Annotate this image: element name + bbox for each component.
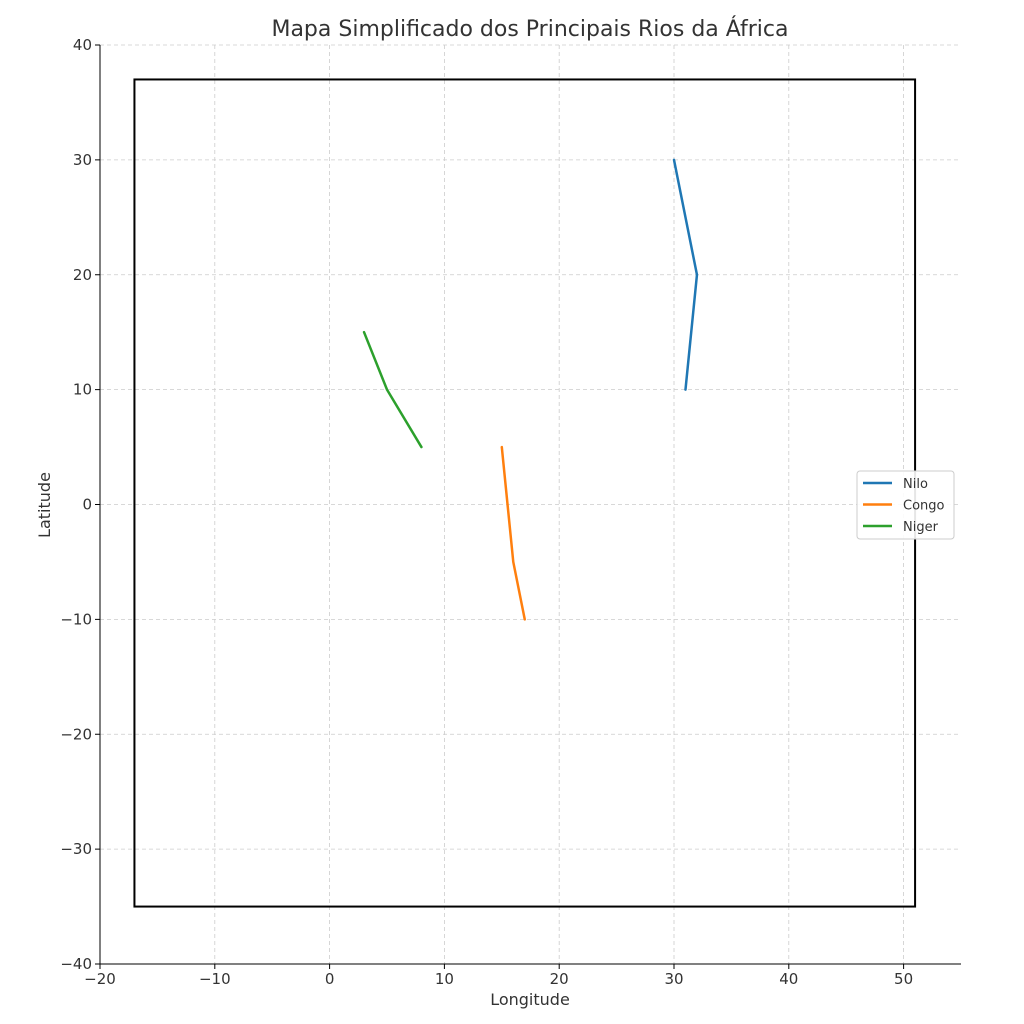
series-line-congo (500, 445, 527, 621)
y-tick-label: 20 (73, 266, 92, 284)
legend-frame (856, 470, 955, 540)
y-tick-label: −10 (60, 610, 92, 628)
x-tick-label: 0 (325, 970, 335, 988)
x-tick-label: 50 (894, 970, 913, 988)
legend-entries: Nilo Congo Niger (863, 477, 945, 535)
legend-label-niger: Niger (903, 520, 939, 535)
boundary-box-layer (133, 78, 917, 908)
x-axis-label: Longitude (490, 990, 570, 1009)
chart-title: Mapa Simplificado dos Principais Rios da… (271, 16, 788, 42)
x-tick-label: −10 (199, 970, 231, 988)
legend-label-congo: Congo (903, 499, 945, 514)
legend: Nilo Congo Niger (856, 470, 955, 540)
y-tick-label: −40 (60, 955, 92, 973)
series-layer (362, 158, 699, 621)
x-tick-label: 10 (435, 970, 454, 988)
series-line-nilo (672, 158, 699, 391)
y-tick-label: 10 (73, 381, 92, 399)
y-tick-label: −30 (60, 840, 92, 858)
legend-label-nilo: Nilo (903, 477, 928, 492)
ticks-layer: −20 −10 0 10 20 30 40 50 −40 −30 −20 −10 0 10 20 30 40 (60, 36, 913, 988)
y-tick-label: 0 (82, 496, 92, 514)
y-axis-label: Latitude (35, 472, 54, 538)
y-tick-label: 40 (73, 36, 92, 54)
x-tick-label: −20 (84, 970, 116, 988)
x-tick-label: 30 (664, 970, 683, 988)
y-tick-label: 30 (73, 151, 92, 169)
grid-layer (99, 44, 961, 965)
x-tick-label: 40 (779, 970, 798, 988)
boundary-box (133, 78, 917, 908)
y-tick-label: −20 (60, 725, 92, 743)
x-tick-label: 20 (550, 970, 569, 988)
series-line-niger (362, 330, 423, 449)
